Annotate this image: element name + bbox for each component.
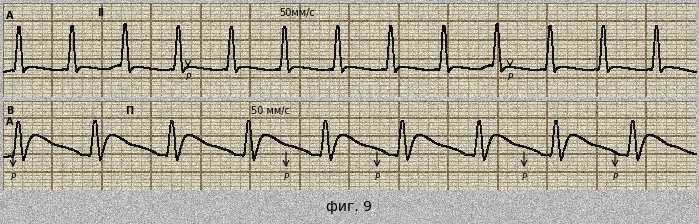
Text: В: В <box>6 106 13 116</box>
Text: фиг. 9: фиг. 9 <box>326 200 373 214</box>
Text: А: А <box>6 11 13 21</box>
Text: P: P <box>521 173 526 182</box>
Text: P: P <box>375 173 380 182</box>
Text: P: P <box>185 73 191 82</box>
Text: P: P <box>612 173 617 182</box>
Text: II: II <box>97 8 104 18</box>
Text: 50мм/с: 50мм/с <box>279 8 315 18</box>
Text: P: P <box>284 173 289 182</box>
Text: А: А <box>6 117 13 127</box>
Text: P: P <box>507 73 512 82</box>
Text: П: П <box>125 106 133 116</box>
Text: P: P <box>10 173 15 182</box>
Text: 50 мм/с: 50 мм/с <box>251 106 290 116</box>
